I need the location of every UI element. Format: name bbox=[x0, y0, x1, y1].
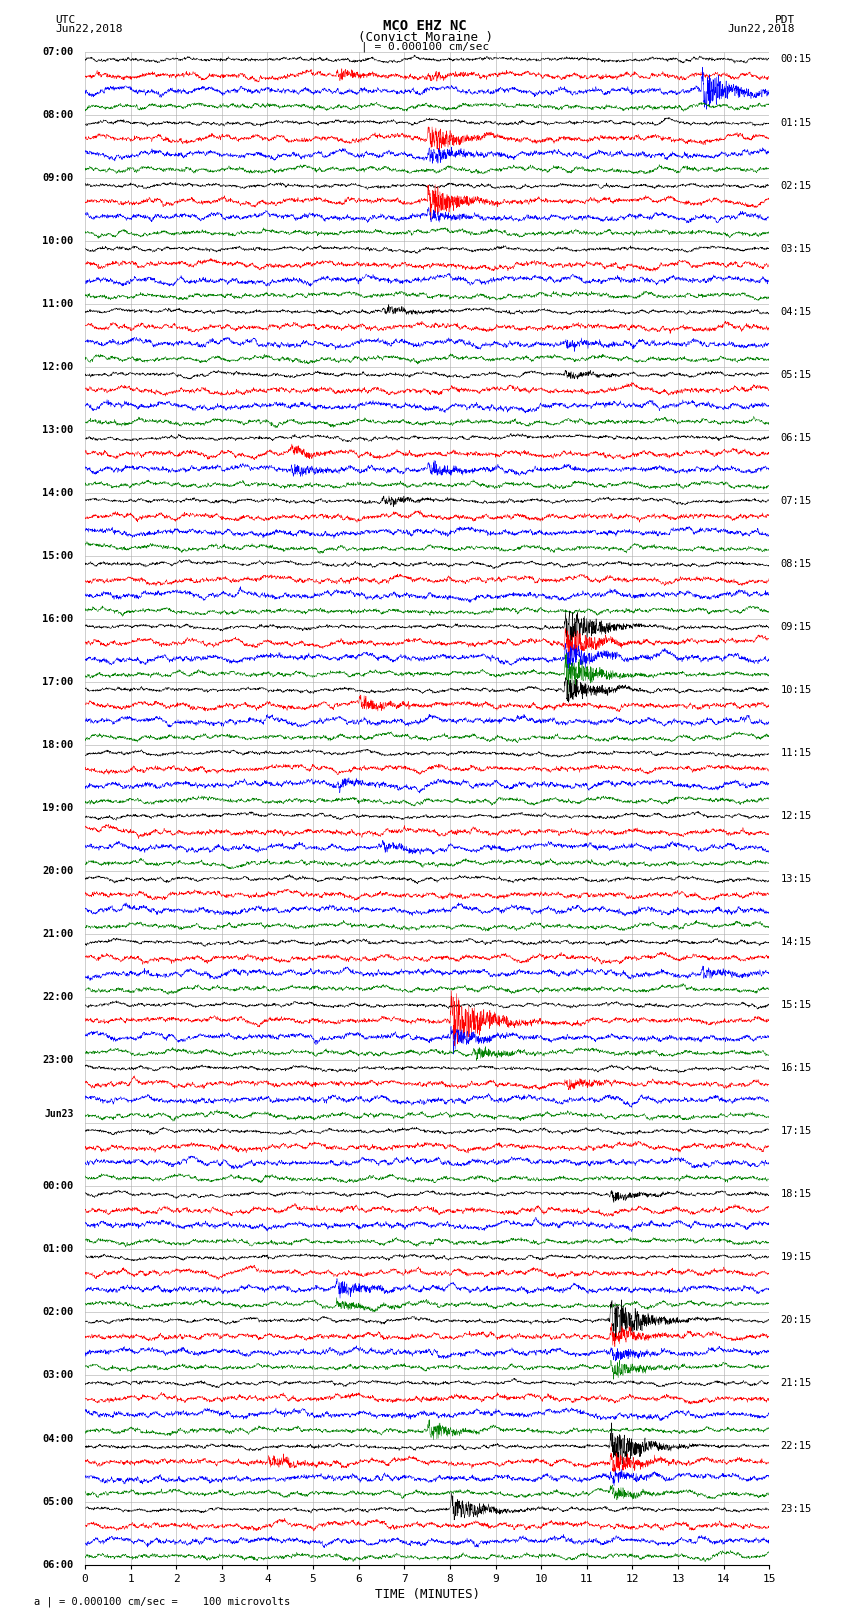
X-axis label: TIME (MINUTES): TIME (MINUTES) bbox=[375, 1587, 479, 1600]
Text: 08:15: 08:15 bbox=[780, 558, 812, 569]
Text: 00:00: 00:00 bbox=[42, 1181, 74, 1192]
Text: Jun23: Jun23 bbox=[44, 1108, 74, 1118]
Text: 20:00: 20:00 bbox=[42, 866, 74, 876]
Text: 11:00: 11:00 bbox=[42, 298, 74, 308]
Text: 01:15: 01:15 bbox=[780, 118, 812, 127]
Text: 16:00: 16:00 bbox=[42, 615, 74, 624]
Text: 13:15: 13:15 bbox=[780, 874, 812, 884]
Text: 13:00: 13:00 bbox=[42, 424, 74, 436]
Text: 00:15: 00:15 bbox=[780, 55, 812, 65]
Text: 12:00: 12:00 bbox=[42, 361, 74, 373]
Text: | = 0.000100 cm/sec: | = 0.000100 cm/sec bbox=[361, 42, 489, 53]
Text: Jun22,2018: Jun22,2018 bbox=[728, 24, 795, 34]
Text: 14:15: 14:15 bbox=[780, 937, 812, 947]
Text: 18:00: 18:00 bbox=[42, 740, 74, 750]
Text: 12:15: 12:15 bbox=[780, 811, 812, 821]
Text: (Convict Moraine ): (Convict Moraine ) bbox=[358, 31, 492, 44]
Text: 22:00: 22:00 bbox=[42, 992, 74, 1002]
Text: Jun22,2018: Jun22,2018 bbox=[55, 24, 122, 34]
Text: 04:15: 04:15 bbox=[780, 306, 812, 316]
Text: 16:15: 16:15 bbox=[780, 1063, 812, 1073]
Text: 15:00: 15:00 bbox=[42, 552, 74, 561]
Text: 04:00: 04:00 bbox=[42, 1434, 74, 1444]
Text: 01:00: 01:00 bbox=[42, 1244, 74, 1255]
Text: 17:00: 17:00 bbox=[42, 677, 74, 687]
Text: 23:15: 23:15 bbox=[780, 1505, 812, 1515]
Text: a | = 0.000100 cm/sec =    100 microvolts: a | = 0.000100 cm/sec = 100 microvolts bbox=[34, 1595, 290, 1607]
Text: UTC: UTC bbox=[55, 15, 76, 24]
Text: 18:15: 18:15 bbox=[780, 1189, 812, 1198]
Text: 09:15: 09:15 bbox=[780, 623, 812, 632]
Text: 19:15: 19:15 bbox=[780, 1252, 812, 1263]
Text: 10:15: 10:15 bbox=[780, 686, 812, 695]
Text: 07:15: 07:15 bbox=[780, 495, 812, 506]
Text: 05:15: 05:15 bbox=[780, 369, 812, 379]
Text: 21:00: 21:00 bbox=[42, 929, 74, 939]
Text: 11:15: 11:15 bbox=[780, 748, 812, 758]
Text: 03:00: 03:00 bbox=[42, 1371, 74, 1381]
Text: 08:00: 08:00 bbox=[42, 110, 74, 119]
Text: 15:15: 15:15 bbox=[780, 1000, 812, 1010]
Text: 09:00: 09:00 bbox=[42, 173, 74, 182]
Text: 22:15: 22:15 bbox=[780, 1442, 812, 1452]
Text: 07:00: 07:00 bbox=[42, 47, 74, 56]
Text: 02:00: 02:00 bbox=[42, 1308, 74, 1318]
Text: 20:15: 20:15 bbox=[780, 1315, 812, 1326]
Text: 10:00: 10:00 bbox=[42, 235, 74, 245]
Text: MCO EHZ NC: MCO EHZ NC bbox=[383, 19, 467, 34]
Text: 06:15: 06:15 bbox=[780, 432, 812, 442]
Text: 23:00: 23:00 bbox=[42, 1055, 74, 1065]
Text: PDT: PDT bbox=[774, 15, 795, 24]
Text: 03:15: 03:15 bbox=[780, 244, 812, 253]
Text: 06:00: 06:00 bbox=[42, 1560, 74, 1569]
Text: 17:15: 17:15 bbox=[780, 1126, 812, 1136]
Text: 19:00: 19:00 bbox=[42, 803, 74, 813]
Text: 14:00: 14:00 bbox=[42, 487, 74, 498]
Text: 21:15: 21:15 bbox=[780, 1379, 812, 1389]
Text: 02:15: 02:15 bbox=[780, 181, 812, 190]
Text: 05:00: 05:00 bbox=[42, 1497, 74, 1507]
